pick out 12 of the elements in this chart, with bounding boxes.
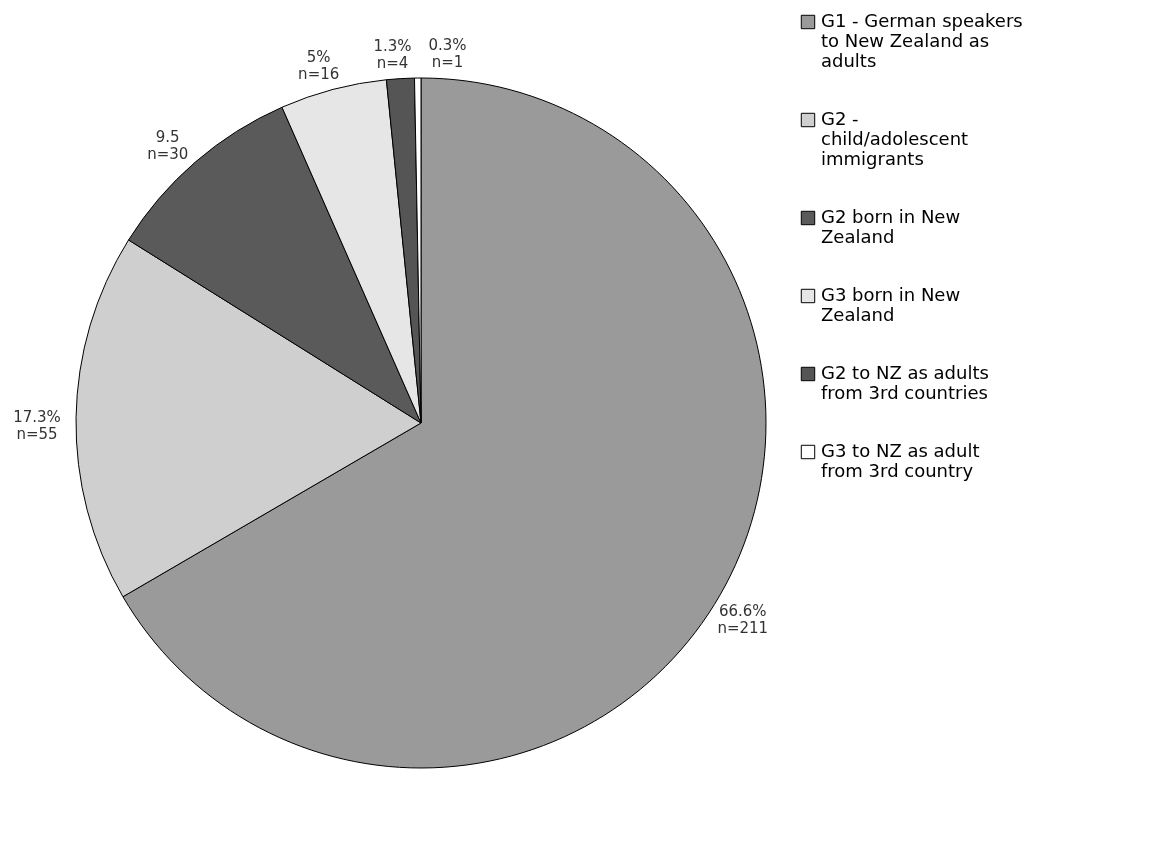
data-label: 5% n=16 bbox=[298, 48, 340, 84]
data-label: 9.5 n=30 bbox=[147, 128, 189, 164]
legend-label: G3 born in New Zealand bbox=[821, 284, 961, 325]
data-label: 1.3% n=4 bbox=[373, 36, 412, 72]
legend-label: G2 to NZ as adults from 3rd countries bbox=[821, 362, 989, 403]
legend-label: G2 born in New Zealand bbox=[821, 206, 961, 247]
legend-label: G3 to NZ as adult from 3rd country bbox=[821, 440, 980, 481]
data-label: 0.3% n=1 bbox=[428, 36, 467, 72]
legend-label: G2 - child/adolescent immigrants bbox=[821, 108, 969, 169]
data-label: 66.6% n=211 bbox=[717, 602, 769, 638]
legend-label: G1 - German speakers to New Zealand as adults bbox=[821, 10, 1023, 71]
data-label: 17.3% n=55 bbox=[13, 408, 61, 444]
